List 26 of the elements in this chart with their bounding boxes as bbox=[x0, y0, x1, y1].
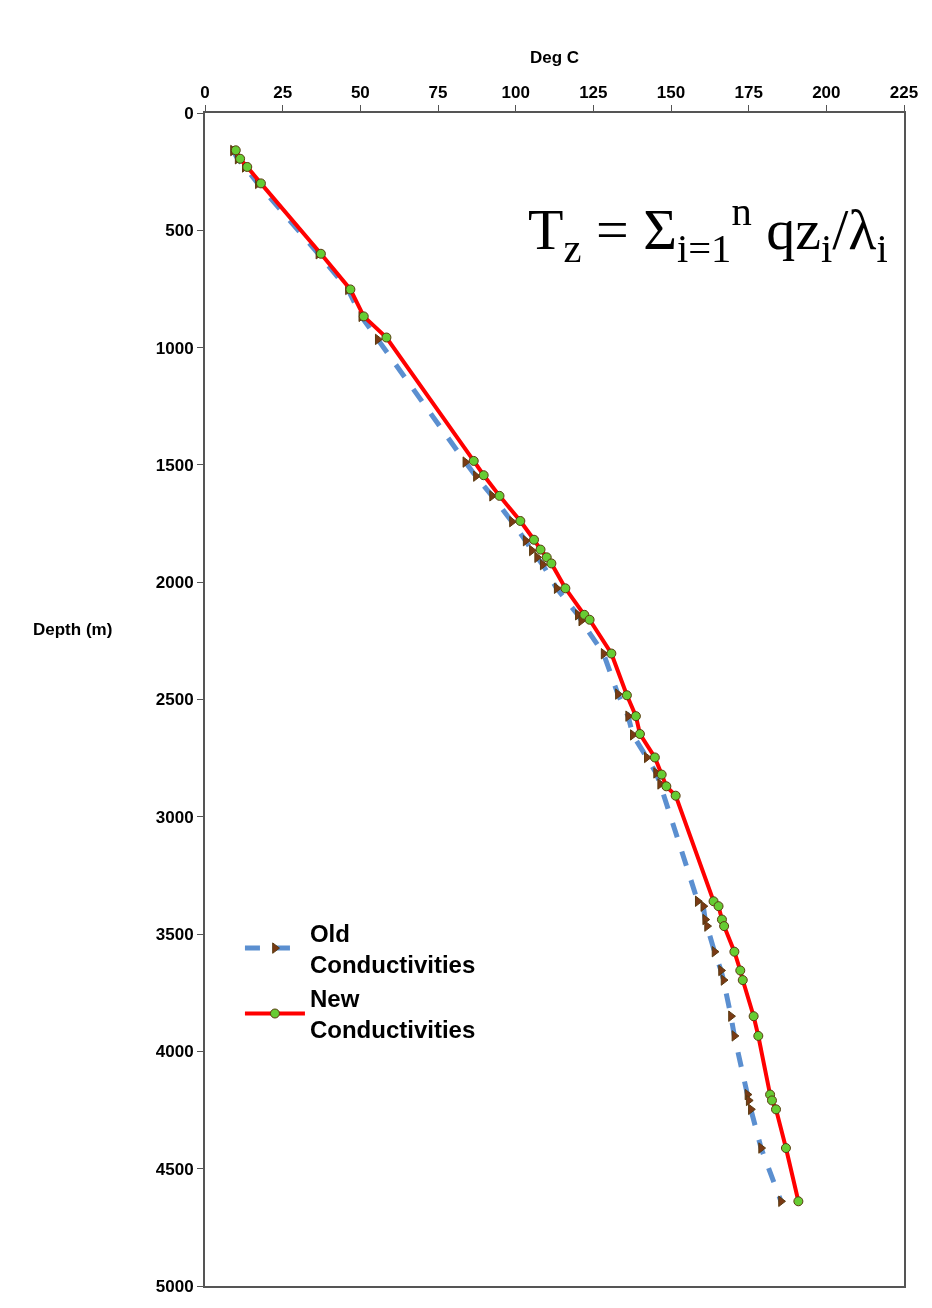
y-tick-label: 1500 bbox=[155, 455, 194, 475]
y-tick-label: 3000 bbox=[155, 807, 194, 827]
y-tick-label: 5000 bbox=[155, 1276, 194, 1296]
x-tick-label: 100 bbox=[501, 83, 530, 103]
legend-label: Old Conductivities bbox=[309, 919, 476, 979]
y-tick-label: 4500 bbox=[155, 1159, 194, 1179]
y-axis-title: Depth (m) bbox=[33, 620, 113, 639]
y-tick-label: 4000 bbox=[155, 1042, 194, 1062]
y-tick-label: 0 bbox=[184, 103, 194, 123]
y-tick-label: 3500 bbox=[155, 925, 194, 945]
x-tick-label: 200 bbox=[812, 83, 841, 103]
x-tick-label: 175 bbox=[734, 83, 763, 103]
y-tick-label: 500 bbox=[165, 221, 194, 241]
y-tick-label: 2000 bbox=[155, 573, 194, 593]
x-tick-label: 125 bbox=[579, 83, 608, 103]
x-tick-label: 225 bbox=[889, 83, 919, 103]
legend-label: New Conductivities bbox=[309, 985, 476, 1044]
y-tick-label: 2500 bbox=[155, 690, 194, 710]
x-tick-label: 0 bbox=[200, 83, 210, 103]
y-tick-label: 1000 bbox=[155, 338, 194, 358]
x-tick-label: 150 bbox=[656, 83, 686, 103]
x-tick-label: 25 bbox=[273, 83, 293, 103]
x-tick-label: 75 bbox=[428, 83, 448, 103]
x-axis-title: Deg C bbox=[529, 48, 580, 68]
x-tick-label: 50 bbox=[350, 83, 370, 103]
text: T$_{z}$ = Σ$_{i=1}$$^{n}$ qz$_{i}$/λ$_{i}$ bbox=[528, 189, 888, 271]
